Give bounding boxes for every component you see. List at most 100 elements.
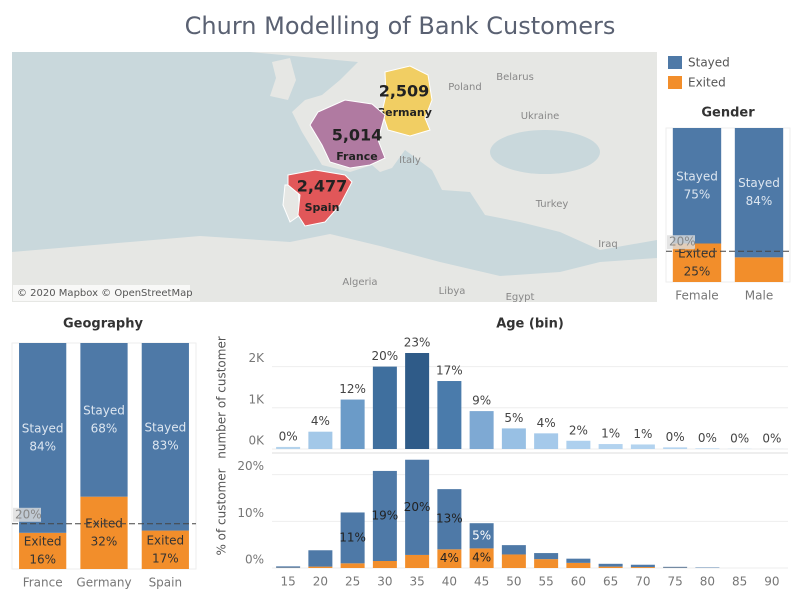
bar-segment	[469, 548, 494, 568]
segment-name: Exited	[24, 534, 62, 548]
x-tick-label: France	[23, 576, 63, 590]
segment-value: 20%	[404, 500, 431, 514]
region-value-label: 2,477	[297, 177, 348, 196]
bar-segment	[437, 549, 462, 568]
reference-label: 20%	[15, 507, 42, 521]
segment-value: 19%	[372, 508, 399, 522]
x-tick-label: 85	[732, 575, 747, 589]
bar-segment	[372, 470, 397, 561]
bar-segment	[566, 558, 591, 563]
segment-value: 32%	[91, 534, 118, 548]
segment-value: 13%	[436, 512, 463, 526]
segment-value: 5%	[472, 528, 491, 542]
bar-percent-label: 1%	[633, 427, 652, 441]
y-axis-title: number of customer	[215, 336, 229, 459]
place-label: Libya	[439, 286, 466, 297]
x-tick-label: 35	[409, 575, 424, 589]
region-value-label: 2,509	[379, 82, 430, 101]
bar-segment	[534, 559, 559, 568]
bar-segment	[734, 257, 784, 282]
bar-segment	[141, 530, 189, 569]
bar-segment	[80, 343, 128, 497]
bar-percent-label: 2%	[569, 423, 588, 437]
y-tick-label: 20%	[237, 459, 264, 473]
segment-value: 4%	[472, 551, 491, 565]
place-label: Italy	[399, 155, 421, 166]
bar	[663, 447, 688, 449]
bar-percent-label: 0%	[279, 429, 298, 443]
attribution-bg	[13, 285, 190, 301]
place-label: Iraq	[598, 239, 618, 250]
bar-percent-label: 0%	[666, 430, 685, 444]
region-name-label: France	[336, 150, 377, 163]
bar-segment	[141, 343, 189, 531]
bar	[340, 399, 365, 449]
x-tick-label: Male	[745, 289, 773, 303]
segment-value: 11%	[339, 530, 366, 544]
bar-segment	[19, 532, 67, 569]
region-value-label: 5,014	[332, 126, 383, 145]
bar	[695, 448, 720, 449]
bar	[501, 428, 526, 449]
bar-percent-label: 5%	[504, 411, 523, 425]
bar-percent-label: 20%	[372, 349, 399, 363]
segment-value: 17%	[152, 551, 179, 565]
y-tick-label: 10%	[237, 506, 264, 520]
segment-name: Exited	[146, 533, 184, 547]
x-tick-label: 50	[506, 575, 521, 589]
legend-label: Stayed	[688, 56, 730, 70]
segment-value: 25%	[684, 264, 711, 278]
x-tick-label: Germany	[76, 576, 131, 590]
segment-name: Exited	[678, 246, 716, 260]
bar-segment	[598, 566, 623, 568]
bar-segment	[340, 512, 365, 564]
x-tick-label: 75	[667, 575, 682, 589]
map-region	[381, 65, 433, 137]
region-name-label: Spain	[305, 201, 340, 214]
segment-value: 75%	[684, 187, 711, 201]
x-tick-label: 20	[313, 575, 328, 589]
bar-segment	[566, 562, 591, 568]
bar	[372, 366, 397, 449]
bar-segment	[405, 554, 430, 568]
bar	[308, 431, 333, 449]
place-label: Ukraine	[521, 111, 560, 122]
bar	[534, 433, 559, 449]
segment-name: Stayed	[22, 421, 64, 435]
bar	[469, 411, 494, 449]
x-tick-label: 15	[280, 575, 295, 589]
map-region	[287, 169, 353, 227]
bar-percent-label: 23%	[404, 336, 431, 350]
chart-title: Gender	[701, 106, 755, 121]
bar	[598, 444, 623, 449]
chart-title: Geography	[63, 317, 143, 332]
place-label: Algeria	[342, 277, 377, 288]
x-tick-label: Spain	[149, 576, 183, 590]
bar-segment	[501, 554, 526, 568]
bar-segment	[501, 545, 526, 555]
segment-name: Stayed	[738, 176, 780, 190]
segment-value: 16%	[29, 552, 56, 566]
bar-segment	[734, 128, 784, 258]
bar-segment	[663, 566, 688, 568]
bar-segment	[276, 566, 301, 568]
x-tick-label: 40	[442, 575, 457, 589]
bar-segment	[19, 343, 67, 533]
region-name-label: Germany	[376, 106, 432, 119]
segment-value: 83%	[152, 438, 179, 452]
plot-frame	[665, 127, 791, 283]
x-tick-label: 55	[538, 575, 553, 589]
map-land	[270, 58, 296, 100]
map-region	[309, 99, 386, 169]
y-tick-label: 0%	[245, 553, 264, 567]
bar-segment	[405, 459, 430, 555]
bar	[566, 440, 591, 449]
bar-segment	[630, 567, 655, 568]
legend-swatch	[668, 76, 682, 89]
x-tick-label: 90	[764, 575, 779, 589]
bar-segment	[437, 489, 462, 550]
bar-segment	[598, 563, 623, 567]
bar-segment	[469, 523, 494, 549]
bar-percent-label: 0%	[730, 431, 749, 445]
